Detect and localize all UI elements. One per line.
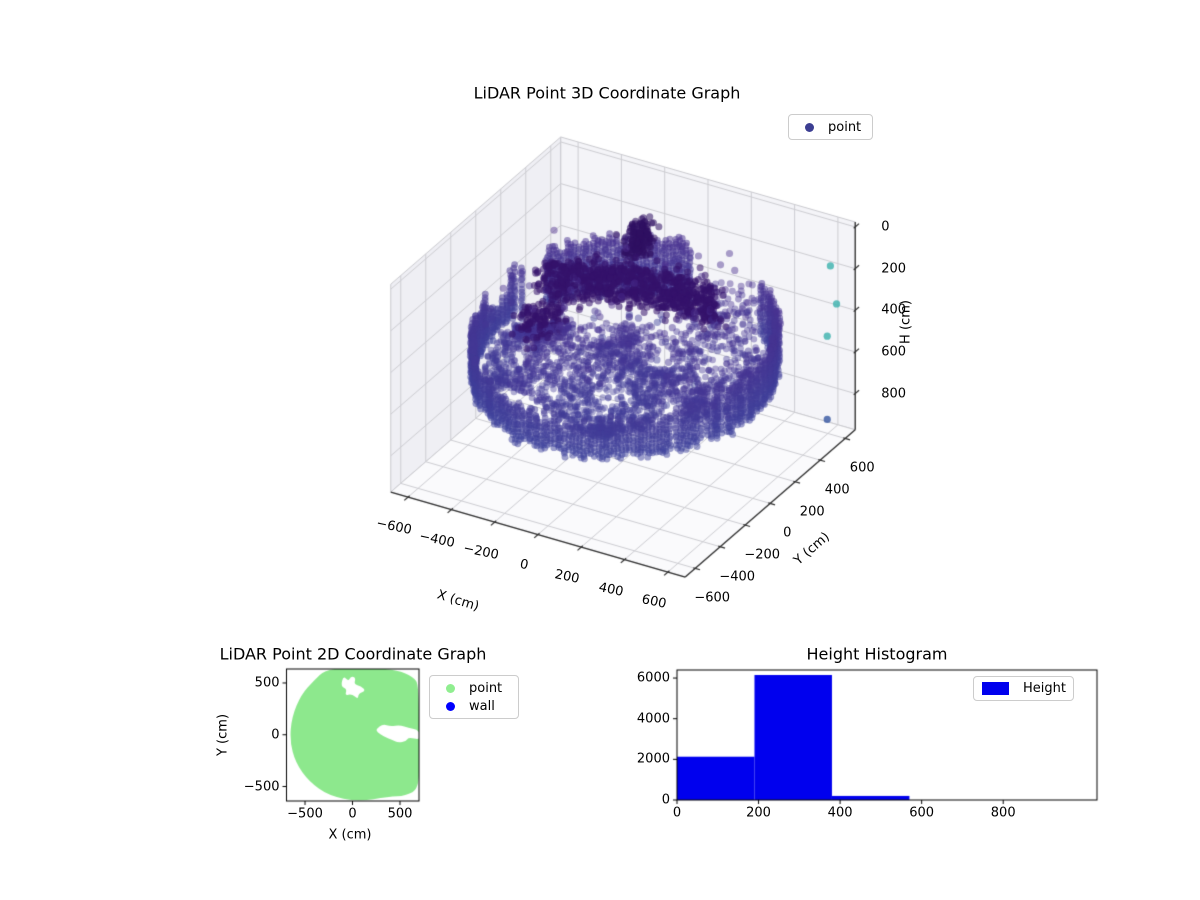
plots-canvas bbox=[0, 0, 1200, 900]
figure-root: LiDAR Point 3D Coordinate Graph LiDAR Po… bbox=[0, 0, 1200, 900]
